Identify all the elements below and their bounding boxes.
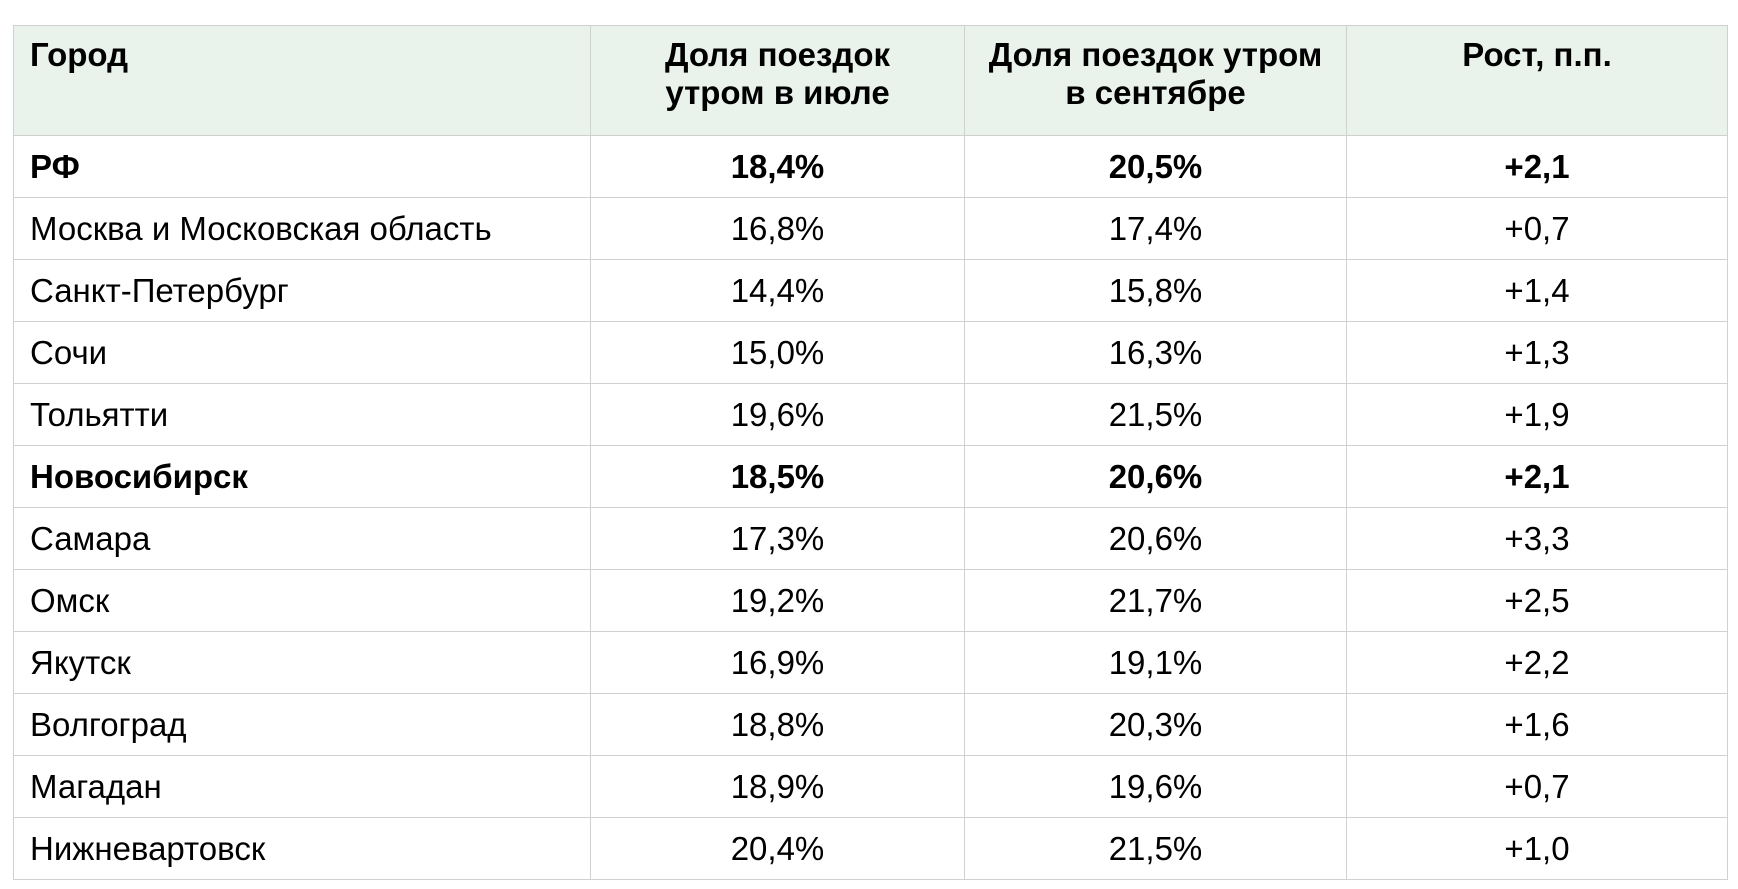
value-cell: 15,8% — [964, 259, 1347, 322]
table-row: Новосибирск 18,5% 20,6% +2,1 — [13, 445, 1728, 508]
value-cell: +0,7 — [1346, 197, 1728, 260]
value-cell: +1,3 — [1346, 321, 1728, 384]
header-cell: Город — [13, 25, 591, 136]
value-cell: +3,3 — [1346, 507, 1728, 570]
value-cell: 19,1% — [964, 631, 1347, 694]
value-cell: 18,4% — [590, 135, 965, 198]
value-cell: 20,4% — [590, 817, 965, 880]
value-cell: 17,3% — [590, 507, 965, 570]
table-body: РФ 18,4% 20,5% +2,1 Москва и Московская обла… — [13, 135, 1728, 880]
value-cell: 20,6% — [964, 445, 1347, 508]
header-cell: Доля поездок утром в сентябре — [964, 25, 1347, 136]
table-row: Волгоград 18,8% 20,3% +1,6 — [13, 693, 1728, 756]
city-cell: Тольятти — [13, 383, 591, 446]
city-cell: Самара — [13, 507, 591, 570]
value-cell: 20,3% — [964, 693, 1347, 756]
city-cell: Санкт-Петербург — [13, 259, 591, 322]
value-cell: 17,4% — [964, 197, 1347, 260]
value-cell: 16,8% — [590, 197, 965, 260]
city-cell: Новосибирск — [13, 445, 591, 508]
value-cell: 15,0% — [590, 321, 965, 384]
table-row: РФ 18,4% 20,5% +2,1 — [13, 135, 1728, 198]
city-cell: Нижневартовск — [13, 817, 591, 880]
value-cell: +1,9 — [1346, 383, 1728, 446]
table-row: Омск 19,2% 21,7% +2,5 — [13, 569, 1728, 632]
value-cell: +2,1 — [1346, 135, 1728, 198]
city-cell: РФ — [13, 135, 591, 198]
header-cell: Доля поездок утром в июле — [590, 25, 965, 136]
city-cell: Омск — [13, 569, 591, 632]
value-cell: +1,4 — [1346, 259, 1728, 322]
city-cell: Сочи — [13, 321, 591, 384]
value-cell: 14,4% — [590, 259, 965, 322]
value-cell: 18,9% — [590, 755, 965, 818]
city-cell: Якутск — [13, 631, 591, 694]
value-cell: 19,6% — [590, 383, 965, 446]
table-row: Тольятти 19,6% 21,5% +1,9 — [13, 383, 1728, 446]
value-cell: 21,5% — [964, 383, 1347, 446]
header-row: Город Доля поездок утром в июле Доля поезд… — [13, 25, 1728, 136]
value-cell: 16,3% — [964, 321, 1347, 384]
value-cell: 20,6% — [964, 507, 1347, 570]
value-cell: +2,5 — [1346, 569, 1728, 632]
value-cell: +0,7 — [1346, 755, 1728, 818]
value-cell: +2,2 — [1346, 631, 1728, 694]
value-cell: 20,5% — [964, 135, 1347, 198]
table-row: Москва и Московская область 16,8% 17,4% +0,… — [13, 197, 1728, 260]
table-row: Нижневартовск 20,4% 21,5% +1,0 — [13, 817, 1728, 880]
city-cell: Москва и Московская область — [13, 197, 591, 260]
header-cell: Рост, п.п. — [1346, 25, 1728, 136]
value-cell: 21,7% — [964, 569, 1347, 632]
value-cell: 21,5% — [964, 817, 1347, 880]
city-cell: Волгоград — [13, 693, 591, 756]
table-header: Город Доля поездок утром в июле Доля поезд… — [13, 25, 1728, 136]
value-cell: 19,2% — [590, 569, 965, 632]
value-cell: +2,1 — [1346, 445, 1728, 508]
table-row: Магадан 18,9% 19,6% +0,7 — [13, 755, 1728, 818]
value-cell: 19,6% — [964, 755, 1347, 818]
data-table: Город Доля поездок утром в июле Доля поезд… — [13, 25, 1728, 880]
value-cell: +1,0 — [1346, 817, 1728, 880]
city-cell: Магадан — [13, 755, 591, 818]
value-cell: 18,5% — [590, 445, 965, 508]
value-cell: 18,8% — [590, 693, 965, 756]
table-row: Санкт-Петербург 14,4% 15,8% +1,4 — [13, 259, 1728, 322]
value-cell: +1,6 — [1346, 693, 1728, 756]
table-row: Сочи 15,0% 16,3% +1,3 — [13, 321, 1728, 384]
table-row: Самара 17,3% 20,6% +3,3 — [13, 507, 1728, 570]
value-cell: 16,9% — [590, 631, 965, 694]
table-row: Якутск 16,9% 19,1% +2,2 — [13, 631, 1728, 694]
